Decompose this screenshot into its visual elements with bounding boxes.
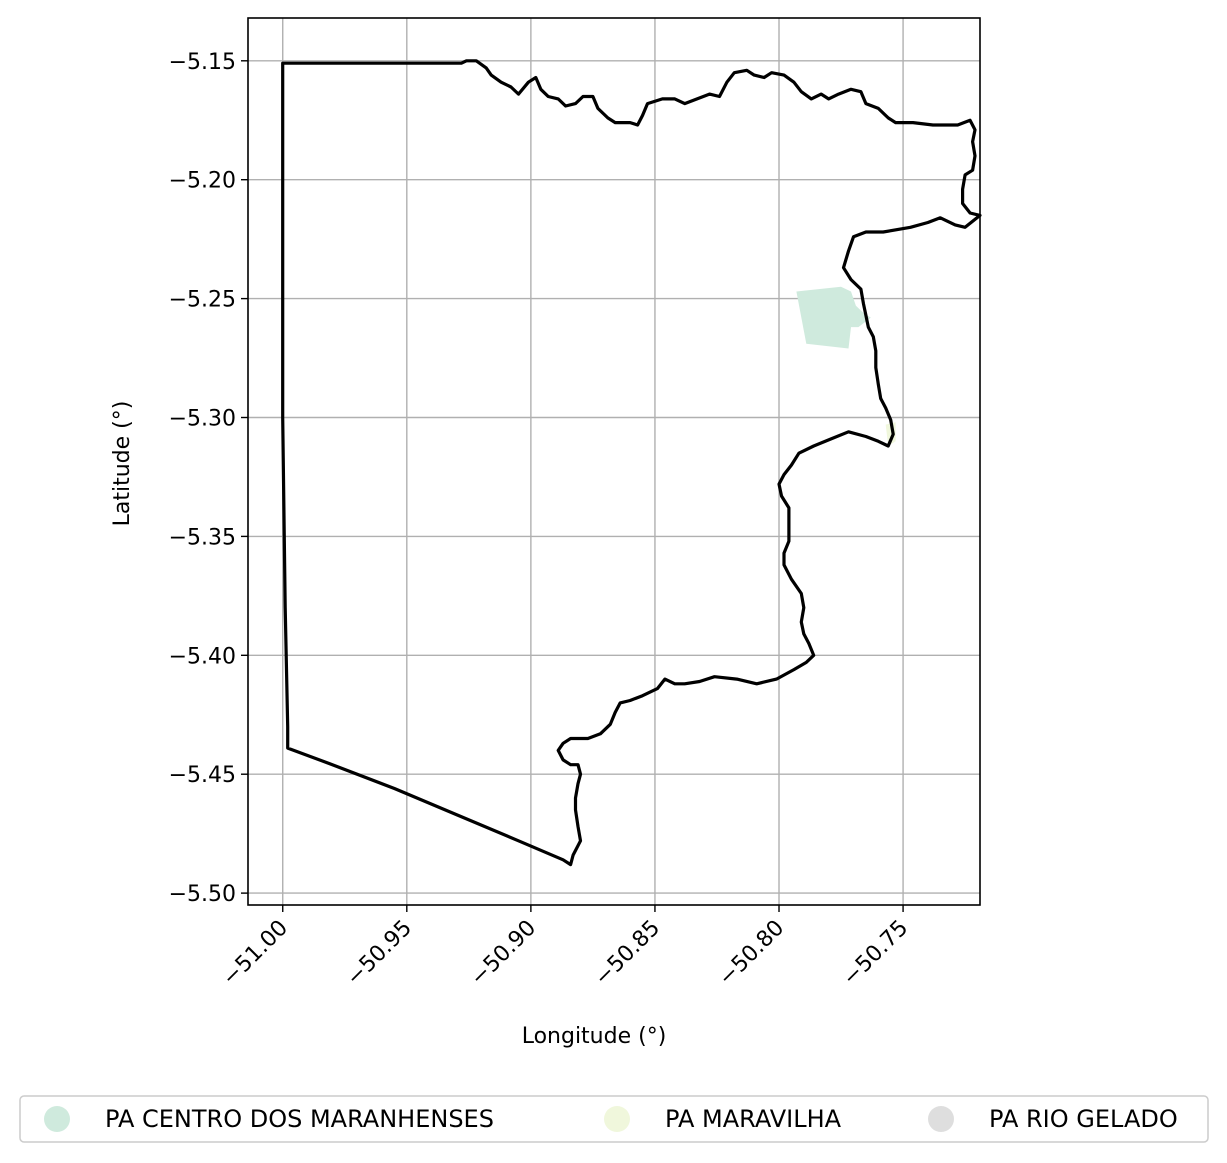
legend-label: PA CENTRO DOS MARANHENSES xyxy=(105,1105,494,1133)
plot-frame xyxy=(247,17,981,906)
y-tick-label: −5.25 xyxy=(169,288,236,313)
y-axis-ticks: −5.15 −5.20 −5.25 −5.30 −5.35 −5.40 −5.45 −5.50 xyxy=(169,50,248,907)
y-tick-label: −5.50 xyxy=(169,882,236,907)
x-tick-label: −50.80 xyxy=(714,916,789,991)
legend-label: PA RIO GELADO xyxy=(989,1105,1178,1133)
legend-marker xyxy=(44,1106,70,1132)
y-tick-label: −5.15 xyxy=(169,50,236,75)
x-tick-label: −51.00 xyxy=(218,916,293,991)
x-axis-ticks: −51.00 −50.95 −50.90 −50.85 −50.80 −50.75 xyxy=(218,905,913,991)
y-axis-label: Latitude (°) xyxy=(110,401,135,527)
boundary-line xyxy=(281,59,982,867)
settlement-polygons xyxy=(796,286,896,446)
x-tick-label: −50.75 xyxy=(838,916,913,991)
x-tick-label: −50.90 xyxy=(466,916,541,991)
y-tick-label: −5.30 xyxy=(169,407,236,432)
settlement-polygon-0 xyxy=(796,286,871,349)
legend-items: PA CENTRO DOS MARANHENSES PA MARAVILHA PA … xyxy=(44,1105,1178,1133)
x-axis-label: Longitude (°) xyxy=(522,1024,667,1049)
legend: PA CENTRO DOS MARANHENSES PA MARAVILHA PA … xyxy=(19,1095,1209,1143)
y-tick-label: −5.40 xyxy=(169,644,236,669)
x-tick-label: −50.85 xyxy=(590,916,665,991)
municipality-boundary xyxy=(281,59,982,867)
x-tick-label: −50.95 xyxy=(342,916,417,991)
y-tick-label: −5.45 xyxy=(169,763,236,788)
legend-label: PA MARAVILHA xyxy=(665,1105,842,1133)
legend-marker xyxy=(928,1106,954,1132)
y-tick-label: −5.20 xyxy=(169,169,236,194)
y-tick-label: −5.35 xyxy=(169,525,236,550)
legend-marker xyxy=(604,1106,630,1132)
grid-lines xyxy=(248,18,980,905)
